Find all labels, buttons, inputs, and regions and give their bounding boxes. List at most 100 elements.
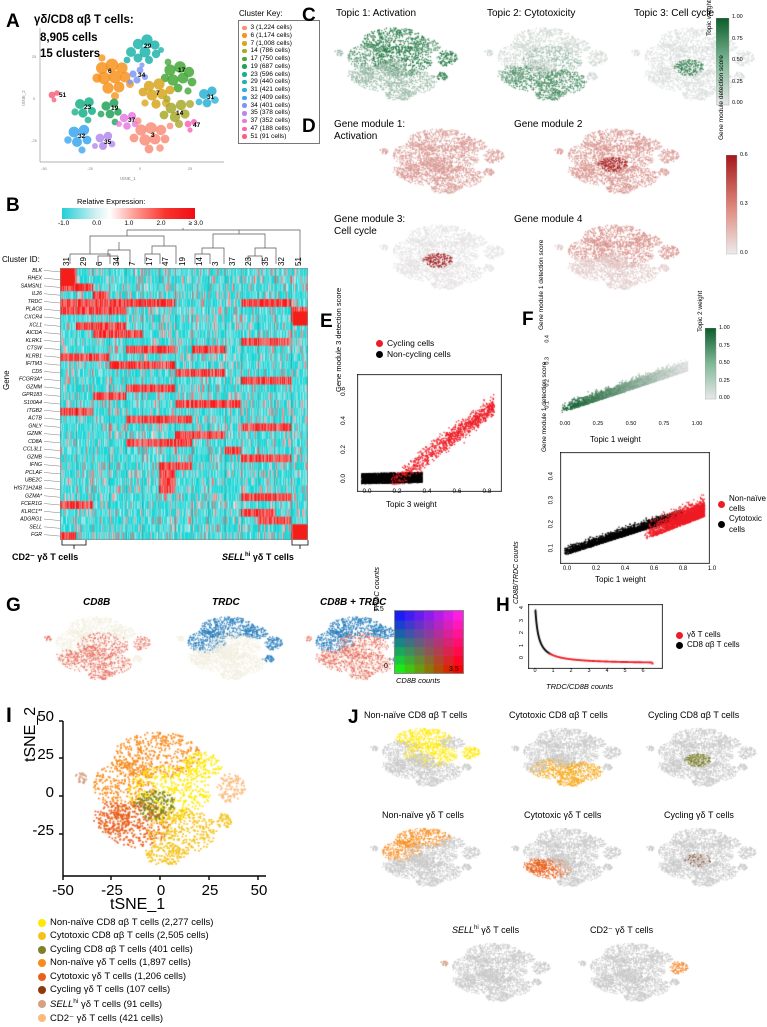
svg-text:35: 35 [104, 139, 112, 146]
legend-swatch [376, 350, 383, 358]
cluster-legend-item-35[interactable]: 35 (378 cells) [242, 109, 316, 117]
cluster-legend-item-17[interactable]: 17 (750 cells) [242, 55, 316, 63]
legend-swatch [38, 1000, 46, 1009]
i-xtick: 50 [250, 882, 268, 899]
panel-j-tsne-7 [432, 937, 564, 1009]
i-xtick: 0 [156, 882, 166, 899]
scale-tick: 1.0 [124, 220, 134, 227]
gene-label: GPR183 [22, 392, 42, 398]
panel-g-title-1: CD8B [83, 597, 111, 608]
panel-letter-i: I [6, 704, 12, 727]
legend-swatch [376, 339, 383, 347]
panel-j-tsne-3 [638, 722, 767, 794]
panel-j-tsne-5 [503, 822, 635, 894]
cluster-label: 32 (409 cells) [250, 93, 291, 101]
panel-i-legend-item[interactable]: Cytotoxic γδ T cells (1,206 cells) [38, 970, 213, 983]
f-bot-ytick: 0.1 [548, 544, 554, 553]
panel-f-colorbar [705, 328, 717, 400]
f-bot-ytick: 0.3 [548, 496, 554, 505]
panel-f-bottom-scatter [560, 452, 710, 564]
e-xtick: 0.4 [422, 488, 432, 495]
cluster-legend-item-31[interactable]: 31 (421 cells) [242, 86, 316, 94]
panel-letter-g: G [6, 595, 21, 616]
cluster-swatch [242, 48, 247, 54]
panel-a-tsne-plot: -50 -25 0 25 25 0 -25 tSNE_1 tSNE_2 [18, 20, 234, 190]
bracket-right-rest: γδ T cells [250, 552, 294, 562]
i-ytick: 25 [37, 746, 54, 763]
panel-j-tsne-4 [362, 822, 494, 894]
panel-j-title-1: Non-naïve CD8 αβ T cells [364, 710, 468, 720]
panel-g-title-3: CD8B + TRDC [320, 597, 387, 608]
gene-label: GNLY [28, 423, 42, 429]
panel-j-title-8: CD2⁻ γδ T cells [590, 925, 654, 935]
gene-label: GZMB [27, 454, 43, 460]
gene-label: PCLAF [25, 470, 43, 476]
cluster-legend-item-51[interactable]: 51 (91 cells) [242, 133, 316, 141]
panel-j-title-4: Non-naïve γδ T cells [382, 810, 464, 820]
cluster-swatch [242, 87, 247, 93]
panel-i-legend-item[interactable]: Cycling γδ T cells (107 cells) [38, 983, 213, 996]
e-xtick: 0.2 [392, 488, 402, 495]
panel-i-legend-item[interactable]: CD2⁻ γδ T cells (421 cells) [38, 1012, 213, 1025]
panel-b-brackets [60, 540, 310, 552]
cluster-swatch [242, 64, 247, 69]
cluster-legend-item-14[interactable]: 14 (786 cells) [242, 47, 316, 55]
panel-c-colorbar-ticks: 1.00 0.75 0.50 0.25 0.00 [732, 14, 743, 106]
cluster-legend-item-7[interactable]: 7 (1,008 cells) [242, 40, 316, 48]
svg-text:25: 25 [188, 166, 193, 171]
i-xtick: 25 [201, 882, 219, 899]
panel-j-title-7-sup: hi [474, 925, 479, 931]
cluster-legend-item-19[interactable]: 19 (687 cells) [242, 63, 316, 71]
panel-g-title-2: TRDC [212, 597, 240, 608]
panel-b-gene-axis-label: Gene [2, 370, 11, 390]
panel-i-legend-item[interactable]: Cycling CD8 αβ T cells (401 cells) [38, 943, 213, 956]
panel-i-legend-item[interactable]: Non-naïve CD8 αβ T cells (2,277 cells) [38, 916, 213, 929]
panel-letter-h: H [496, 595, 510, 616]
panel-d-colorbar [726, 155, 738, 255]
cluster-id-tick-14: 14 [194, 257, 204, 266]
panel-j-tsne-2 [503, 722, 635, 794]
legend-label: CD8 αβ T cells [687, 640, 740, 650]
gene-label: KLRB1 [26, 353, 43, 359]
panel-i-legend-item[interactable]: Cytotoxic CD8 αβ T cells (2,505 cells) [38, 929, 213, 942]
i-ytick: -25 [32, 822, 54, 839]
panel-b-heatmap [60, 268, 308, 540]
legend-label: Non-naïve γδ T cells (1,897 cells) [50, 957, 191, 969]
cluster-id-tick-3: 3 [211, 261, 221, 266]
panel-letter-c: C [302, 5, 316, 26]
cluster-legend-item-34[interactable]: 34 (401 cells) [242, 102, 316, 110]
gene-label: KLRC1** [21, 509, 43, 515]
panel-g-bivariate-colorkey [394, 610, 464, 674]
cluster-legend-item-32[interactable]: 32 (409 cells) [242, 94, 316, 102]
cluster-legend-item-37[interactable]: 37 (352 cells) [242, 117, 316, 125]
panel-i-yticks: 50 25 0 -25 [20, 708, 54, 839]
cluster-legend-item-47[interactable]: 47 (188 cells) [242, 125, 316, 133]
panel-c-title-2: Topic 2: Cytotoxicity [487, 8, 576, 19]
cluster-label: 19 (687 cells) [250, 62, 291, 70]
panel-c-colorbar [716, 18, 730, 106]
cluster-id-tick-17: 17 [144, 257, 154, 266]
gene-label: FCER1G [21, 501, 42, 507]
cluster-legend-item-6[interactable]: 6 (1,174 cells) [242, 32, 316, 40]
f-top-xtick: 1.00 [691, 421, 703, 427]
legend-label: SELLhi γδ T cells (91 cells) [50, 997, 163, 1011]
cbar-tick: 1.00 [719, 325, 730, 331]
cluster-legend-item-23[interactable]: 23 (596 cells) [242, 71, 316, 79]
cluster-swatch [242, 79, 247, 85]
panel-b-bracket-right-label: SELLhi γδ T cells [222, 552, 294, 562]
panel-i-legend-item[interactable]: SELLhi γδ T cells (91 cells) [38, 997, 213, 1012]
cluster-swatch [242, 25, 247, 31]
gene-label: CD8A [28, 439, 42, 445]
gene-label: CD5 [32, 369, 42, 375]
svg-text:0: 0 [139, 166, 142, 171]
cluster-legend-item-29[interactable]: 29 (440 cells) [242, 78, 316, 86]
panel-i-legend-item[interactable]: Non-naïve γδ T cells (1,897 cells) [38, 956, 213, 969]
gene-label: UBE2C [25, 478, 43, 484]
panel-j-title-5: Cytotoxic γδ T cells [524, 810, 602, 820]
e-ytick: 0.6 [340, 387, 347, 397]
cluster-legend-item-3[interactable]: 3 (1,224 cells) [242, 24, 316, 32]
scale-tick: -1.0 [58, 220, 70, 227]
legend-label: Cytotoxic cells [729, 514, 762, 534]
legend-swatch [38, 945, 46, 954]
gene-label: SAMSN1 [21, 283, 42, 289]
